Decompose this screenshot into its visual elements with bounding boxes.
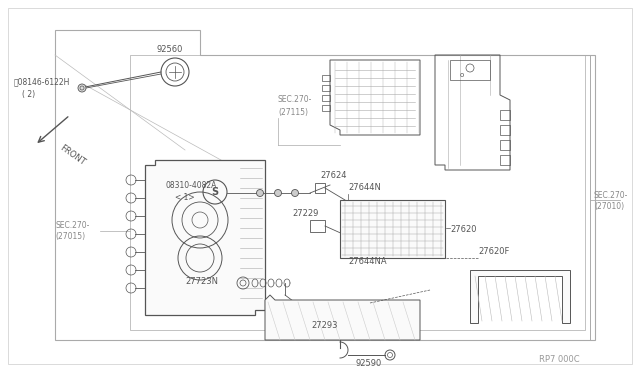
Circle shape	[291, 189, 298, 196]
Circle shape	[275, 189, 282, 196]
Text: (27010): (27010)	[594, 202, 624, 212]
Text: 08310-4082A: 08310-4082A	[165, 180, 216, 189]
Bar	[340, 200, 445, 258]
Bar	[322, 95, 330, 101]
Text: o: o	[460, 72, 464, 78]
Polygon shape	[265, 295, 420, 340]
Text: 27644NA: 27644NA	[348, 257, 387, 266]
Text: (27015): (27015)	[55, 232, 85, 241]
Text: SEC.270-: SEC.270-	[55, 221, 90, 230]
Text: RP7 000C: RP7 000C	[540, 356, 580, 365]
Text: SEC.270-: SEC.270-	[278, 96, 312, 105]
Bar	[450, 60, 490, 80]
Text: FRONT: FRONT	[58, 143, 86, 167]
Text: 27229: 27229	[292, 208, 318, 218]
Bar	[322, 105, 330, 111]
Text: SEC.270-: SEC.270-	[594, 190, 628, 199]
Bar	[322, 85, 330, 91]
Bar	[310, 220, 325, 232]
Polygon shape	[470, 270, 570, 323]
Bar	[322, 75, 330, 81]
Text: 27293: 27293	[312, 321, 339, 330]
Circle shape	[78, 84, 86, 92]
Text: < 1>: < 1>	[175, 193, 195, 202]
Bar	[130, 55, 585, 330]
Text: Ⓑ08146-6122H: Ⓑ08146-6122H	[14, 77, 70, 87]
Text: 92560: 92560	[157, 45, 183, 55]
Text: 27620: 27620	[450, 225, 477, 234]
Text: 27723N: 27723N	[185, 278, 218, 286]
Text: 92590: 92590	[355, 359, 381, 368]
Text: 27620F: 27620F	[478, 247, 509, 257]
Text: 27624: 27624	[320, 170, 346, 180]
Circle shape	[257, 189, 264, 196]
Text: S: S	[211, 187, 219, 197]
Text: ( 2): ( 2)	[22, 90, 35, 99]
Text: 27644N: 27644N	[348, 183, 381, 192]
Text: (27115): (27115)	[278, 109, 308, 118]
Polygon shape	[145, 160, 265, 315]
